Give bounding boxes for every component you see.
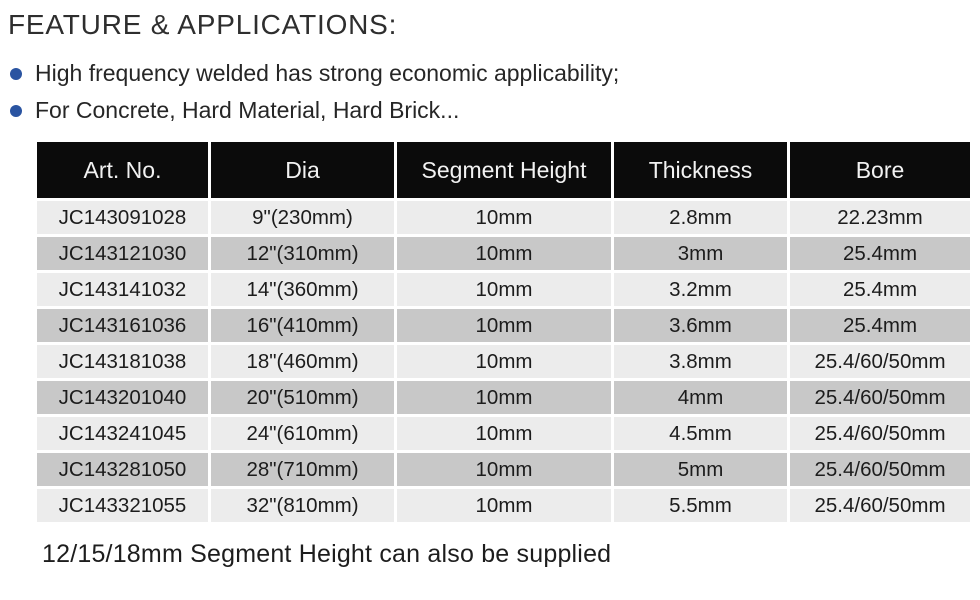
table-cell: 20"(510mm) — [211, 381, 394, 414]
table-cell: JC143201040 — [37, 381, 208, 414]
column-header: Art. No. — [37, 142, 208, 198]
table-cell: 10mm — [397, 201, 611, 234]
table-cell: 12"(310mm) — [211, 237, 394, 270]
table-cell: 4mm — [614, 381, 787, 414]
table-cell: 25.4/60/50mm — [790, 345, 970, 378]
bullet-icon — [10, 104, 22, 117]
feature-text: High frequency welded has strong economi… — [35, 60, 620, 86]
table-header-row: Art. No. Dia Segment Height Thickness Bore — [37, 142, 970, 198]
feature-text: For Concrete, Hard Material, Hard Brick.… — [35, 97, 460, 123]
bullet-icon — [10, 67, 22, 80]
table-row: JC143201040 20"(510mm) 10mm 4mm 25.4/60/50mm — [37, 381, 970, 414]
table-cell: 10mm — [397, 417, 611, 450]
table-row: JC143141032 14"(360mm) 10mm 3.2mm 25.4mm — [37, 273, 970, 306]
table-cell: 10mm — [397, 453, 611, 486]
table-row: JC143091028 9"(230mm) 10mm 2.8mm 22.23mm — [37, 201, 970, 234]
table-cell: 14"(360mm) — [211, 273, 394, 306]
table-cell: 10mm — [397, 345, 611, 378]
table-cell: 5mm — [614, 453, 787, 486]
table-cell: 3.8mm — [614, 345, 787, 378]
table-cell: 3mm — [614, 237, 787, 270]
table-cell: JC143121030 — [37, 237, 208, 270]
table-cell: 22.23mm — [790, 201, 970, 234]
table-cell: 9"(230mm) — [211, 201, 394, 234]
table-cell: JC143161036 — [37, 309, 208, 342]
footer-note: 12/15/18mm Segment Height can also be su… — [42, 540, 612, 568]
table-row: JC143121030 12"(310mm) 10mm 3mm 25.4mm — [37, 237, 970, 270]
table-cell: 25.4/60/50mm — [790, 417, 970, 450]
table-cell: 10mm — [397, 381, 611, 414]
table-cell: 25.4/60/50mm — [790, 381, 970, 414]
table-cell: 25.4mm — [790, 273, 970, 306]
column-header: Dia — [211, 142, 394, 198]
table-cell: 25.4mm — [790, 309, 970, 342]
table-cell: 2.8mm — [614, 201, 787, 234]
table-cell: 5.5mm — [614, 489, 787, 522]
table-cell: 4.5mm — [614, 417, 787, 450]
table-row: JC143281050 28"(710mm) 10mm 5mm 25.4/60/50mm — [37, 453, 970, 486]
table-cell: JC143241045 — [37, 417, 208, 450]
table-cell: 32"(810mm) — [211, 489, 394, 522]
table-cell: 24"(610mm) — [211, 417, 394, 450]
table-cell: 16"(410mm) — [211, 309, 394, 342]
feature-list: High frequency welded has strong economi… — [8, 59, 970, 125]
table-cell: 10mm — [397, 237, 611, 270]
column-header: Segment Height — [397, 142, 611, 198]
column-header: Thickness — [614, 142, 787, 198]
table-cell: JC143281050 — [37, 453, 208, 486]
table-cell: 10mm — [397, 273, 611, 306]
column-header: Bore — [790, 142, 970, 198]
table-cell: JC143141032 — [37, 273, 208, 306]
table-cell: JC143321055 — [37, 489, 208, 522]
list-item: High frequency welded has strong economi… — [8, 59, 970, 88]
list-item: For Concrete, Hard Material, Hard Brick.… — [8, 96, 970, 125]
table-row: JC143181038 18"(460mm) 10mm 3.8mm 25.4/60/50… — [37, 345, 970, 378]
table-cell: 25.4/60/50mm — [790, 453, 970, 486]
table-cell: JC143181038 — [37, 345, 208, 378]
table-cell: 3.6mm — [614, 309, 787, 342]
table-cell: 28"(710mm) — [211, 453, 394, 486]
table-row: JC143321055 32"(810mm) 10mm 5.5mm 25.4/60/50… — [37, 489, 970, 522]
table-row: JC143241045 24"(610mm) 10mm 4.5mm 25.4/60/50… — [37, 417, 970, 450]
table-cell: 10mm — [397, 489, 611, 522]
spec-table: Art. No. Dia Segment Height Thickness Bore J… — [34, 139, 973, 525]
page-title: FEATURE & APPLICATIONS: — [8, 9, 398, 40]
table-cell: 25.4mm — [790, 237, 970, 270]
table-cell: 3.2mm — [614, 273, 787, 306]
table-cell: 25.4/60/50mm — [790, 489, 970, 522]
table-cell: 18"(460mm) — [211, 345, 394, 378]
table-cell: 10mm — [397, 309, 611, 342]
table-cell: JC143091028 — [37, 201, 208, 234]
table-row: JC143161036 16"(410mm) 10mm 3.6mm 25.4mm — [37, 309, 970, 342]
